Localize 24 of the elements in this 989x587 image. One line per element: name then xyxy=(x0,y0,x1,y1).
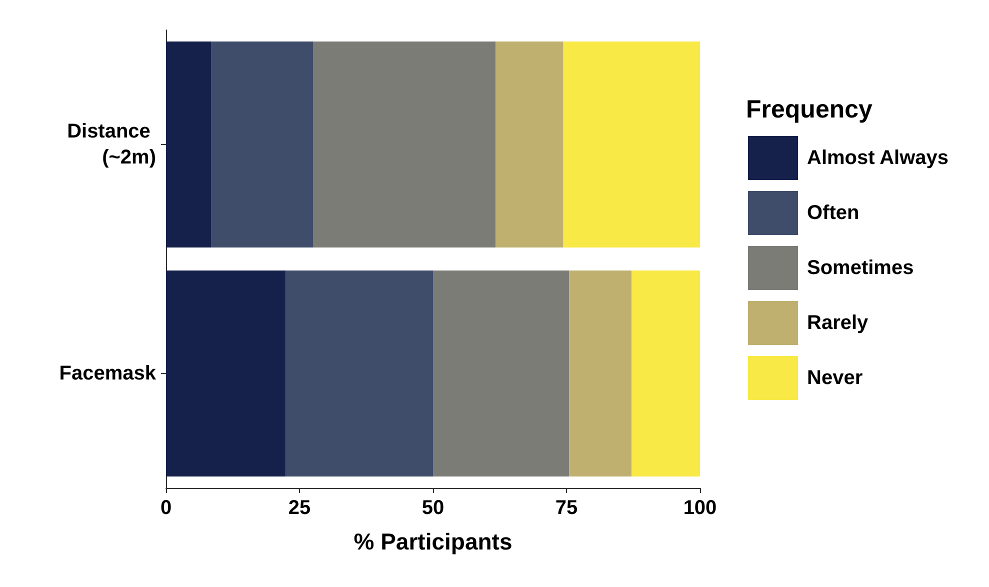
bar xyxy=(313,41,496,248)
x-tick-label: 100 xyxy=(683,497,717,519)
bar xyxy=(433,270,570,477)
bar xyxy=(166,270,286,477)
bar xyxy=(211,41,314,248)
legend-label: Almost Always xyxy=(807,147,949,169)
bar xyxy=(632,270,700,477)
y-tick-label: Facemask xyxy=(59,362,157,384)
x-tick-label: 75 xyxy=(555,497,578,519)
legend-title: Frequency xyxy=(746,96,873,124)
bar xyxy=(166,41,212,248)
bar xyxy=(286,270,433,477)
x-axis-title: % Participants xyxy=(354,528,512,554)
y-tick-label: Distance (~2m) xyxy=(67,120,156,168)
legend-label: Never xyxy=(807,367,863,389)
bar xyxy=(495,41,564,248)
x-tick-label: 0 xyxy=(160,497,172,519)
legend-label: Rarely xyxy=(807,312,870,334)
legend-label: Sometimes xyxy=(807,257,914,279)
bar xyxy=(563,41,700,248)
bar xyxy=(569,270,632,477)
legend-label: Often xyxy=(807,202,860,224)
x-tick-label: 25 xyxy=(288,497,311,519)
x-tick-label: 50 xyxy=(422,497,444,519)
